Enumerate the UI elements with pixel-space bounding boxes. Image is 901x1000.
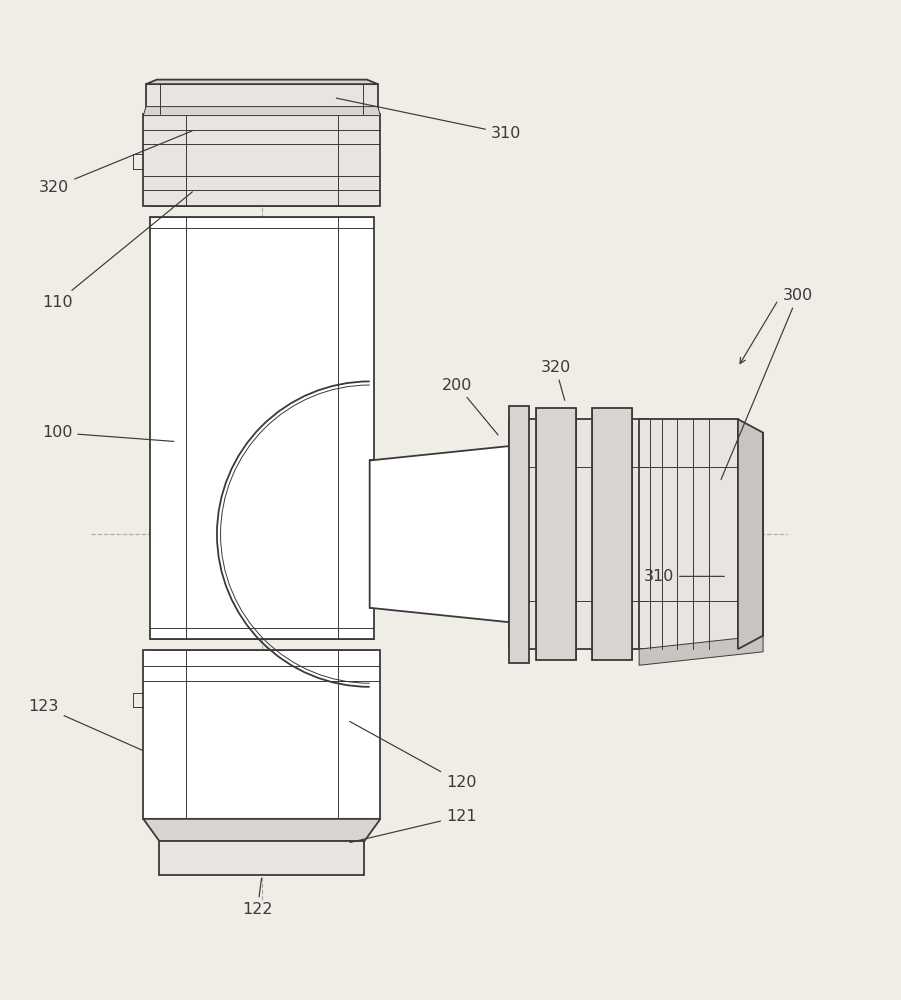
Text: 300: 300 [721, 288, 813, 479]
Bar [509, 406, 529, 663]
Bar [509, 419, 648, 649]
Bar [146, 84, 378, 114]
Bar [536, 408, 577, 660]
Polygon shape [143, 107, 380, 116]
Text: 320: 320 [39, 131, 192, 195]
Text: 110: 110 [41, 192, 192, 310]
Polygon shape [639, 636, 763, 665]
Text: 310: 310 [336, 98, 522, 141]
Text: 310: 310 [643, 569, 724, 584]
Text: 320: 320 [541, 360, 570, 400]
Bar [592, 408, 632, 660]
Bar [143, 114, 380, 206]
Polygon shape [369, 446, 509, 622]
Polygon shape [738, 419, 763, 649]
Text: 122: 122 [242, 878, 273, 917]
Bar [639, 419, 738, 649]
Text: 200: 200 [441, 378, 498, 435]
Text: 120: 120 [350, 721, 477, 790]
Text: 123: 123 [28, 699, 142, 750]
Polygon shape [146, 80, 378, 84]
Text: 121: 121 [350, 809, 477, 842]
Bar [369, 460, 460, 608]
Bar [143, 650, 380, 819]
Bar [159, 841, 364, 875]
Polygon shape [143, 819, 380, 841]
Bar [150, 217, 374, 639]
Text: 100: 100 [41, 425, 174, 441]
